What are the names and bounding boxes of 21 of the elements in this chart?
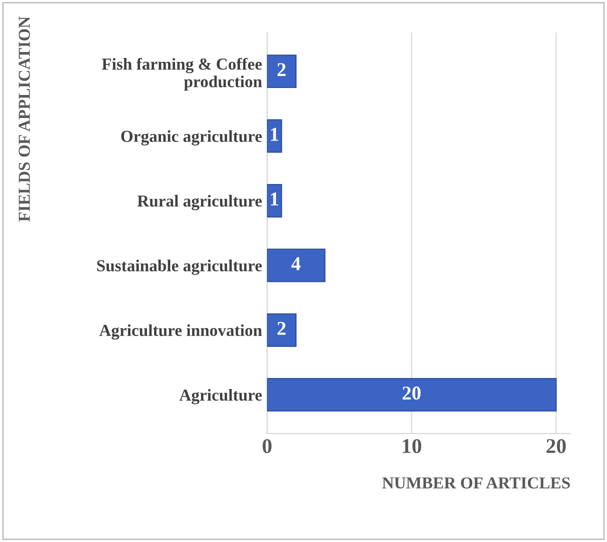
bar [267, 248, 326, 282]
y-axis-title: FIELDS OF APPLICATION [18, 16, 30, 222]
y-tick-label: Agriculture innovation [99, 324, 262, 340]
data-label: 20 [402, 386, 421, 400]
y-tick-label: Organic agriculture [121, 130, 262, 146]
data-label: 1 [271, 192, 278, 206]
y-tick-label: Agriculture [179, 389, 262, 404]
bar [267, 378, 557, 412]
data-label: 2 [277, 63, 286, 76]
bar [267, 54, 297, 88]
y-tick-label: Sustainable agriculture [97, 260, 262, 275]
x-tick-label: 0 [262, 439, 272, 454]
x-tick-label: 10 [402, 439, 422, 454]
x-tick-label: 20 [546, 439, 566, 454]
data-label: 4 [291, 257, 300, 270]
y-tick-label: Rural agriculture [137, 194, 262, 210]
x-axis-title: NUMBER OF ARTICLES [382, 477, 570, 489]
data-label: 1 [271, 128, 278, 141]
y-tick-label: Fish farming & Coffee production [102, 58, 262, 91]
bar [267, 313, 297, 347]
data-label: 2 [277, 322, 286, 335]
